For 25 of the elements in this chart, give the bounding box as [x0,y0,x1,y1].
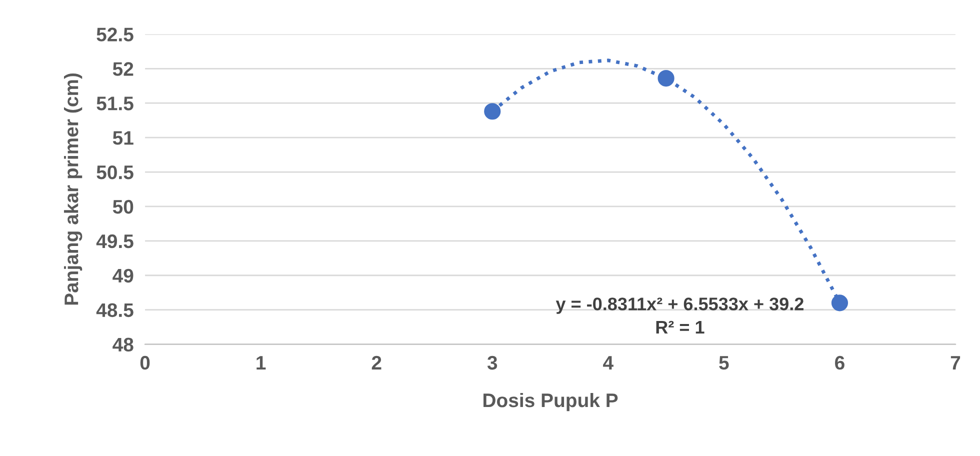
x-tick-label: 6 [835,356,844,370]
x-tick-label: 2 [372,356,382,370]
y-tick-label: 50 [112,200,134,214]
x-tick-label: 3 [487,356,498,370]
y-tick-label: 50.5 [96,165,134,180]
y-tick-label: 48 [112,338,134,352]
point [831,294,848,312]
y-tick-label: 49 [112,268,134,283]
y-tick-label: 51 [112,131,134,145]
annotation: y = -0.8311x² + 6.5533x + 39.2 [556,298,804,314]
x-axis-title: Dosis Pupuk P [484,392,618,412]
y-axis-title: Panjang akar primer (cm) [64,73,82,305]
y-tick-label: 52 [112,62,134,76]
y-tick-label: 52.5 [96,28,134,42]
annotation: R² = 1 [656,320,704,334]
x-tick-label: 1 [256,356,266,370]
y-tick-label: 49.5 [96,234,134,248]
point [658,70,674,87]
y-tick-label: 48.5 [96,303,134,318]
y-tick-label: 51.5 [96,96,134,110]
x-tick-label: 4 [603,356,614,370]
point [484,103,501,120]
x-tick-label: 0 [140,356,150,370]
x-tick-label: 7 [950,356,960,370]
x-tick-label: 5 [719,356,729,370]
